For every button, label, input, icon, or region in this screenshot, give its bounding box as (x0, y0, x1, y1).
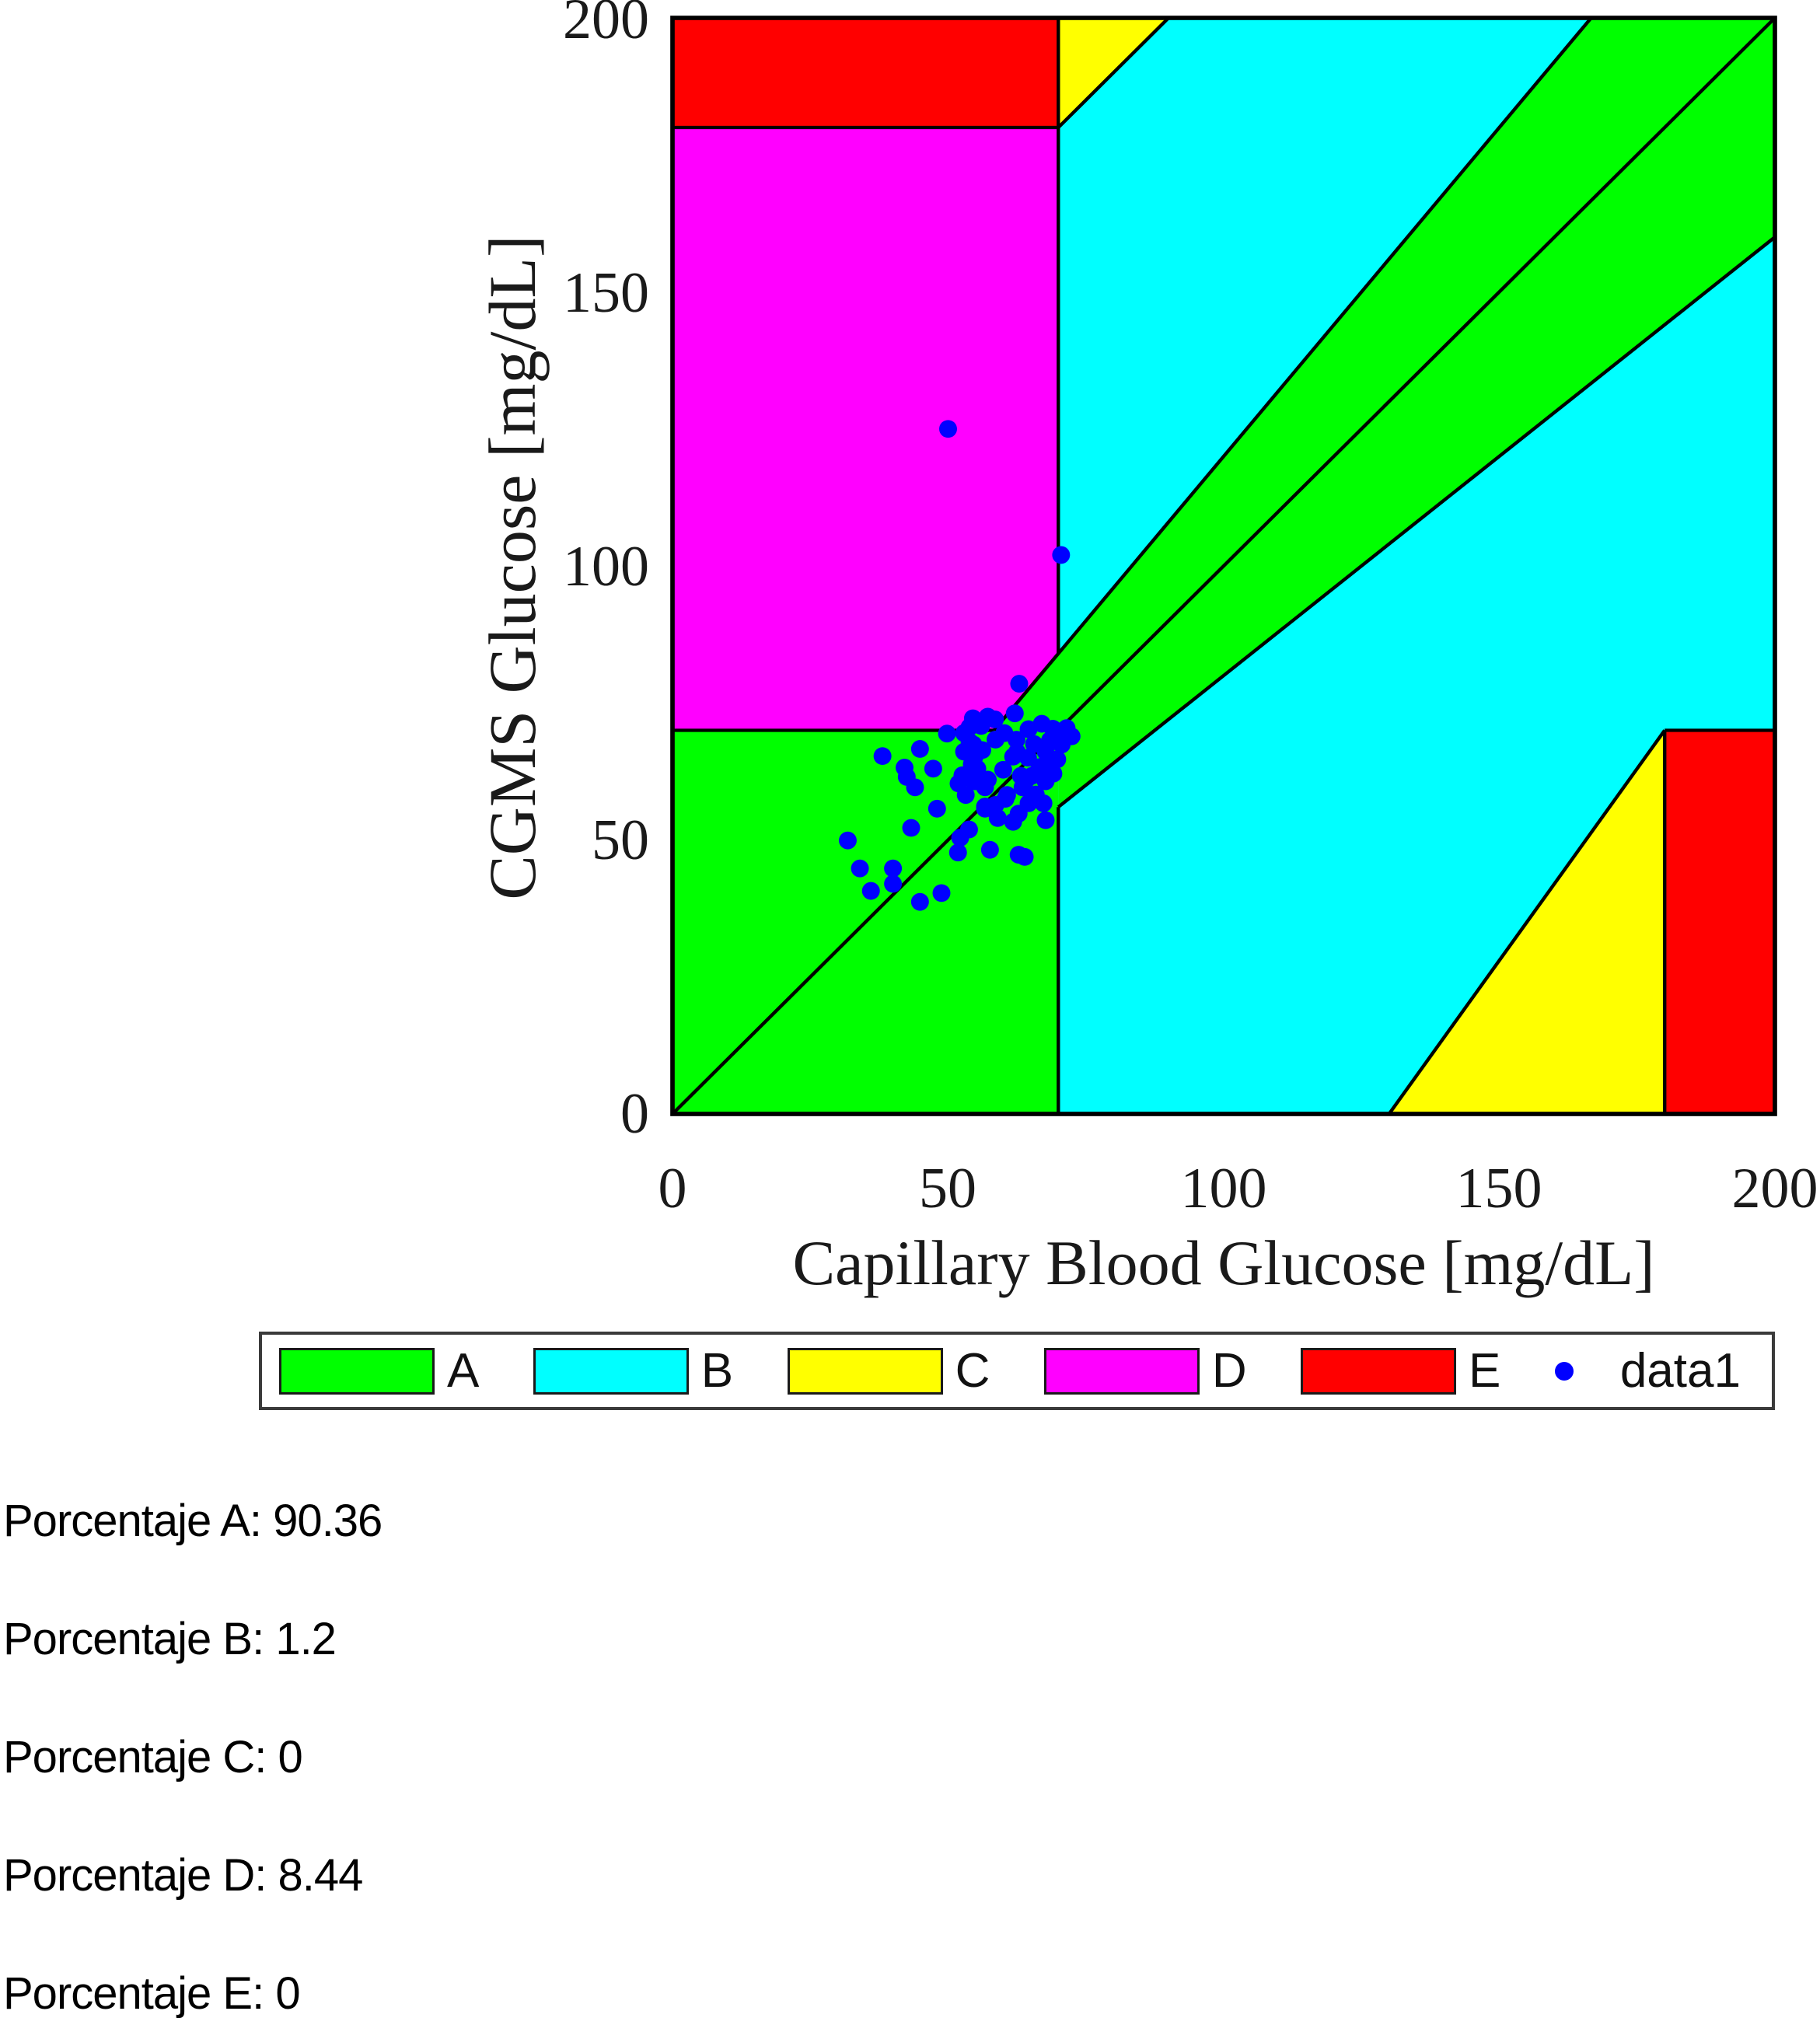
zone-boundary-line (992, 16, 1593, 731)
zone-boundary-line (671, 16, 1776, 1115)
zone-e-swatch (1301, 1347, 1457, 1395)
legend-item-zone-e: E (1301, 1343, 1500, 1398)
legend-label-b: B (700, 1344, 734, 1398)
data-point (986, 710, 1004, 728)
legend-item-data1: data1 (1554, 1343, 1741, 1398)
data-point (976, 778, 994, 797)
error-grid-canvas (670, 16, 1777, 1116)
data-point (884, 875, 903, 893)
zone-boundary-line (1057, 236, 1776, 808)
data1-marker-icon (1554, 1361, 1574, 1381)
zone-E-upper-left-region (672, 18, 1059, 127)
data-point (986, 731, 1004, 749)
data-point (1034, 794, 1053, 812)
data-point (1062, 727, 1081, 745)
y-tick-100: 100 (563, 535, 649, 599)
data-point (1052, 546, 1071, 564)
y-tick-150: 150 (563, 261, 649, 325)
legend-label-data1: data1 (1619, 1344, 1741, 1398)
legend-item-zone-a: A (279, 1343, 479, 1398)
zone-A-band-region (994, 18, 1775, 808)
data-point (994, 760, 1012, 779)
zone-a-swatch (279, 1347, 435, 1395)
data-point (932, 884, 951, 903)
y-tick-50: 50 (592, 808, 649, 872)
result-line-zone-c: Porcentaje C: 0 (3, 1732, 303, 1782)
legend-label-c: C (955, 1344, 990, 1398)
data-point (1005, 704, 1024, 723)
legend-box: A B C D E data1 (259, 1332, 1775, 1410)
legend-item-zone-b: B (533, 1343, 733, 1398)
data-point (851, 859, 869, 878)
legend-label-e: E (1469, 1344, 1501, 1398)
data-point (906, 778, 924, 797)
zone-d-swatch (1043, 1347, 1200, 1395)
data-point (1018, 749, 1037, 767)
data-point (1010, 675, 1029, 693)
legend-item-zone-c: C (787, 1343, 990, 1398)
data-point (948, 843, 967, 862)
data-point (884, 859, 903, 878)
data-point (1036, 811, 1055, 829)
data-point (873, 747, 892, 766)
zone-b-swatch (533, 1347, 689, 1395)
data-point (939, 420, 957, 438)
axes-border (670, 16, 1777, 1116)
data-point (1011, 766, 1030, 785)
data-point (927, 799, 946, 818)
zone-E-lower-right-region (1665, 730, 1775, 1114)
result-line-zone-b: Porcentaje B: 1.2 (3, 1614, 337, 1664)
data-point (996, 790, 1015, 808)
x-tick-50: 50 (919, 1157, 976, 1220)
legend-label-d: D (1211, 1344, 1247, 1398)
x-tick-100: 100 (1180, 1157, 1267, 1220)
data-point (924, 759, 942, 778)
data-point (973, 741, 991, 759)
data-point (988, 808, 1007, 827)
x-tick-200: 200 (1731, 1157, 1818, 1220)
y-tick-0: 0 (620, 1082, 649, 1146)
zone-boundary-line (1057, 16, 1170, 129)
data-point (1009, 846, 1028, 864)
result-line-zone-d: Porcentaje D: 8.44 (3, 1850, 363, 1901)
error-grid-plot (670, 16, 1777, 1116)
y-axis-label: CGMS Glucose [mg/dL] (475, 235, 550, 900)
data-point (861, 882, 880, 900)
data-point (980, 840, 999, 859)
result-line-zone-a: Porcentaje A: 90.36 (3, 1496, 383, 1546)
y-tick-200: 200 (563, 0, 649, 51)
data-point (838, 831, 857, 850)
data-point (1004, 812, 1022, 831)
data-point (1036, 756, 1054, 775)
legend-label-a: A (447, 1344, 480, 1398)
zone-c-swatch (787, 1347, 943, 1395)
data-point (956, 786, 975, 805)
x-tick-0: 0 (658, 1157, 687, 1220)
data-point (1004, 747, 1022, 766)
data-point (1019, 720, 1038, 738)
legend-item-zone-d: D (1043, 1343, 1247, 1398)
x-tick-150: 150 (1455, 1157, 1542, 1220)
data-point (938, 724, 956, 743)
data-point (902, 819, 920, 837)
x-axis-label: Capillary Blood Glucose [mg/dL] (792, 1227, 1655, 1298)
data-point (959, 820, 978, 839)
data-point (910, 892, 929, 911)
zone-boundary-line (1387, 729, 1666, 1115)
data-point (976, 798, 994, 815)
zone-D-upper-left-region (672, 127, 1059, 731)
data-point (910, 740, 929, 758)
result-line-zone-e: Porcentaje E: 0 (3, 1968, 301, 2019)
